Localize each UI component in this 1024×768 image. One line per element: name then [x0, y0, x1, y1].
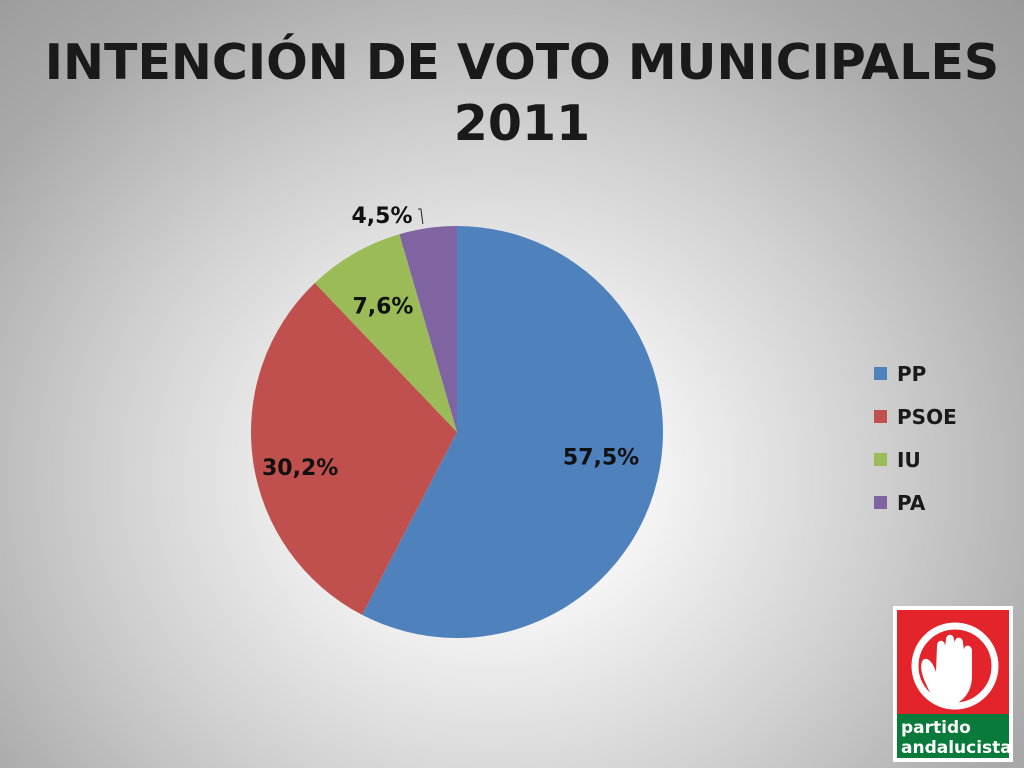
legend-swatch-pp	[874, 367, 887, 380]
pie-slice-pp	[362, 226, 664, 639]
legend-item-iu: IU	[874, 438, 957, 481]
legend-item-pp: PP	[874, 352, 957, 395]
legend-item-pa: PA	[874, 481, 957, 524]
legend-label-psoe: PSOE	[897, 404, 957, 429]
legend-swatch-iu	[874, 453, 887, 466]
legend-label-pp: PP	[897, 361, 927, 386]
logo-green-field	[897, 714, 1009, 758]
logo-text-partido: partido	[901, 718, 971, 738]
chart-legend: PP PSOE IU PA	[874, 352, 957, 524]
legend-swatch-pa	[874, 496, 887, 509]
data-label-iu: 7,6%	[352, 294, 413, 319]
logo-text-andalucista: andalucista	[901, 738, 1012, 758]
legend-item-psoe: PSOE	[874, 395, 957, 438]
pie-slice-pa	[399, 226, 457, 432]
data-label-pp: 57,5%	[563, 445, 639, 470]
legend-swatch-psoe	[874, 410, 887, 423]
legend-label-pa: PA	[897, 490, 926, 515]
pie-slice-psoe	[250, 282, 457, 615]
data-label-psoe: 30,2%	[262, 456, 338, 481]
hand-icon	[911, 622, 999, 710]
legend-label-iu: IU	[897, 447, 921, 472]
data-label-pa: 4,5%	[351, 204, 412, 229]
partido-andalucista-logo: partido andalucista	[893, 606, 1013, 762]
slide-title-line-1: INTENCIÓN DE VOTO MUNICIPALES	[44, 34, 1000, 91]
slide-title-line-2: 2011	[453, 95, 591, 152]
pie-slice-iu	[314, 234, 457, 432]
leader-line-pa	[418, 208, 424, 225]
slide-title: INTENCIÓN DE VOTO MUNICIPALES 2011	[0, 32, 1024, 154]
